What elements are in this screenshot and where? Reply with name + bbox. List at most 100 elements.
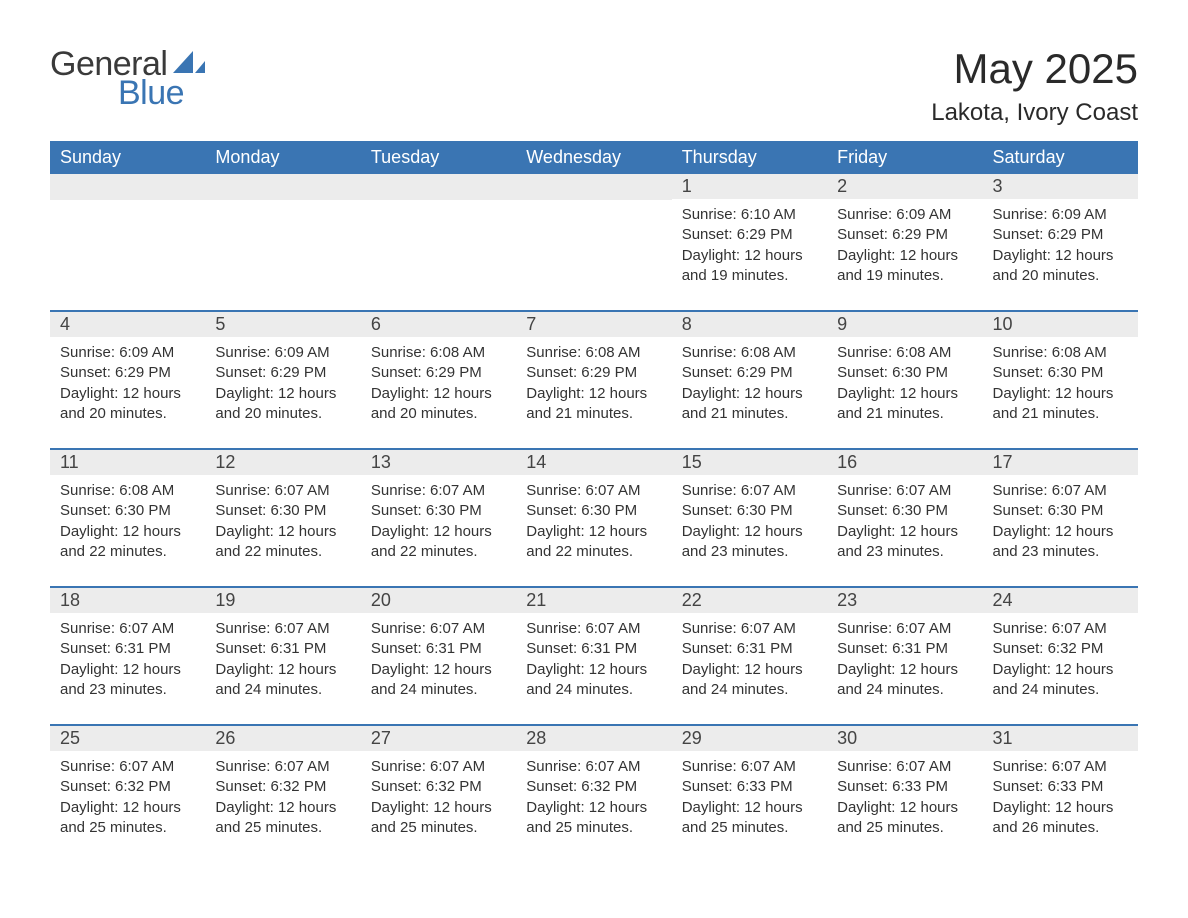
sunset-line: Sunset: 6:29 PM bbox=[215, 363, 350, 383]
day-cell: 29Sunrise: 6:07 AMSunset: 6:33 PMDayligh… bbox=[672, 726, 827, 846]
sunset-line: Sunset: 6:30 PM bbox=[993, 501, 1128, 521]
day-number: 11 bbox=[50, 450, 205, 475]
day-cell: 24Sunrise: 6:07 AMSunset: 6:32 PMDayligh… bbox=[983, 588, 1138, 708]
day-body: Sunrise: 6:07 AMSunset: 6:31 PMDaylight:… bbox=[50, 613, 205, 700]
brand-logo: General Blue bbox=[50, 45, 207, 113]
daylight-line: Daylight: 12 hours and 22 minutes. bbox=[371, 522, 506, 563]
sunrise-line: Sunrise: 6:08 AM bbox=[837, 343, 972, 363]
day-cell: 14Sunrise: 6:07 AMSunset: 6:30 PMDayligh… bbox=[516, 450, 671, 570]
day-number: 26 bbox=[205, 726, 360, 751]
sunrise-line: Sunrise: 6:07 AM bbox=[371, 757, 506, 777]
sunrise-line: Sunrise: 6:07 AM bbox=[993, 757, 1128, 777]
day-cell: 2Sunrise: 6:09 AMSunset: 6:29 PMDaylight… bbox=[827, 174, 982, 294]
day-body: Sunrise: 6:07 AMSunset: 6:30 PMDaylight:… bbox=[516, 475, 671, 562]
day-cell: 26Sunrise: 6:07 AMSunset: 6:32 PMDayligh… bbox=[205, 726, 360, 846]
day-number: 28 bbox=[516, 726, 671, 751]
sunrise-line: Sunrise: 6:08 AM bbox=[993, 343, 1128, 363]
daylight-line: Daylight: 12 hours and 20 minutes. bbox=[215, 384, 350, 425]
day-cell: 5Sunrise: 6:09 AMSunset: 6:29 PMDaylight… bbox=[205, 312, 360, 432]
day-cell: 18Sunrise: 6:07 AMSunset: 6:31 PMDayligh… bbox=[50, 588, 205, 708]
sunrise-line: Sunrise: 6:09 AM bbox=[60, 343, 195, 363]
day-cell: 1 Sunrise: 6:10 AMSunset: 6:29 PMDaylight… bbox=[672, 174, 827, 294]
day-body: Sunrise: 6:08 AMSunset: 6:30 PMDaylight:… bbox=[827, 337, 982, 424]
day-number: 3 bbox=[983, 174, 1138, 199]
day-body: Sunrise: 6:08 AMSunset: 6:29 PMDaylight:… bbox=[361, 337, 516, 424]
day-cell: 9Sunrise: 6:08 AMSunset: 6:30 PMDaylight… bbox=[827, 312, 982, 432]
daylight-line: Daylight: 12 hours and 20 minutes. bbox=[371, 384, 506, 425]
sunset-line: Sunset: 6:32 PM bbox=[526, 777, 661, 797]
daylight-line: Daylight: 12 hours and 24 minutes. bbox=[215, 660, 350, 701]
daylight-line: Daylight: 12 hours and 19 minutes. bbox=[682, 246, 817, 287]
sunrise-line: Sunrise: 6:07 AM bbox=[993, 481, 1128, 501]
dow-cell: Saturday bbox=[983, 141, 1138, 174]
day-number: 7 bbox=[516, 312, 671, 337]
day-number: 6 bbox=[361, 312, 516, 337]
day-body: Sunrise: 6:07 AMSunset: 6:33 PMDaylight:… bbox=[827, 751, 982, 838]
day-number: 14 bbox=[516, 450, 671, 475]
dow-cell: Thursday bbox=[672, 141, 827, 174]
sunrise-line: Sunrise: 6:08 AM bbox=[60, 481, 195, 501]
day-cell: 31Sunrise: 6:07 AMSunset: 6:33 PMDayligh… bbox=[983, 726, 1138, 846]
day-body: Sunrise: 6:07 AMSunset: 6:30 PMDaylight:… bbox=[827, 475, 982, 562]
day-number: 9 bbox=[827, 312, 982, 337]
sunset-line: Sunset: 6:31 PM bbox=[526, 639, 661, 659]
day-body: Sunrise: 6:07 AMSunset: 6:32 PMDaylight:… bbox=[50, 751, 205, 838]
day-body: Sunrise: 6:08 AMSunset: 6:30 PMDaylight:… bbox=[983, 337, 1138, 424]
day-cell: 4Sunrise: 6:09 AMSunset: 6:29 PMDaylight… bbox=[50, 312, 205, 432]
sunset-line: Sunset: 6:29 PM bbox=[526, 363, 661, 383]
day-cell: 20Sunrise: 6:07 AMSunset: 6:31 PMDayligh… bbox=[361, 588, 516, 708]
sunrise-line: Sunrise: 6:10 AM bbox=[682, 205, 817, 225]
daylight-line: Daylight: 12 hours and 21 minutes. bbox=[837, 384, 972, 425]
day-body: Sunrise: 6:07 AMSunset: 6:32 PMDaylight:… bbox=[205, 751, 360, 838]
day-number: 5 bbox=[205, 312, 360, 337]
day-body: Sunrise: 6:08 AMSunset: 6:30 PMDaylight:… bbox=[50, 475, 205, 562]
sunrise-line: Sunrise: 6:07 AM bbox=[993, 619, 1128, 639]
sunrise-line: Sunrise: 6:09 AM bbox=[837, 205, 972, 225]
empty-day bbox=[50, 174, 205, 200]
day-number: 17 bbox=[983, 450, 1138, 475]
day-of-week-header: SundayMondayTuesdayWednesdayThursdayFrid… bbox=[50, 141, 1138, 174]
empty-day bbox=[516, 174, 671, 200]
day-number: 10 bbox=[983, 312, 1138, 337]
sunrise-line: Sunrise: 6:07 AM bbox=[837, 481, 972, 501]
daylight-line: Daylight: 12 hours and 24 minutes. bbox=[371, 660, 506, 701]
sunrise-line: Sunrise: 6:07 AM bbox=[371, 481, 506, 501]
daylight-line: Daylight: 12 hours and 25 minutes. bbox=[526, 798, 661, 839]
sunset-line: Sunset: 6:30 PM bbox=[837, 363, 972, 383]
sunset-line: Sunset: 6:30 PM bbox=[215, 501, 350, 521]
day-body: Sunrise: 6:07 AMSunset: 6:33 PMDaylight:… bbox=[672, 751, 827, 838]
day-cell bbox=[205, 174, 360, 294]
day-number: 21 bbox=[516, 588, 671, 613]
day-number: 13 bbox=[361, 450, 516, 475]
day-body: Sunrise: 6:07 AMSunset: 6:31 PMDaylight:… bbox=[205, 613, 360, 700]
page-title: May 2025 bbox=[931, 45, 1138, 93]
daylight-line: Daylight: 12 hours and 24 minutes. bbox=[993, 660, 1128, 701]
day-cell: 21Sunrise: 6:07 AMSunset: 6:31 PMDayligh… bbox=[516, 588, 671, 708]
day-cell: 7 Sunrise: 6:08 AMSunset: 6:29 PMDaylight… bbox=[516, 312, 671, 432]
dow-cell: Monday bbox=[205, 141, 360, 174]
day-body: Sunrise: 6:09 AMSunset: 6:29 PMDaylight:… bbox=[205, 337, 360, 424]
sunset-line: Sunset: 6:30 PM bbox=[993, 363, 1128, 383]
sunrise-line: Sunrise: 6:07 AM bbox=[526, 757, 661, 777]
sunrise-line: Sunrise: 6:09 AM bbox=[215, 343, 350, 363]
day-cell: 27Sunrise: 6:07 AMSunset: 6:32 PMDayligh… bbox=[361, 726, 516, 846]
sunrise-line: Sunrise: 6:08 AM bbox=[526, 343, 661, 363]
sunset-line: Sunset: 6:33 PM bbox=[682, 777, 817, 797]
day-number: 30 bbox=[827, 726, 982, 751]
day-cell: 12Sunrise: 6:07 AMSunset: 6:30 PMDayligh… bbox=[205, 450, 360, 570]
day-cell: 22Sunrise: 6:07 AMSunset: 6:31 PMDayligh… bbox=[672, 588, 827, 708]
day-number: 27 bbox=[361, 726, 516, 751]
week-row: 25Sunrise: 6:07 AMSunset: 6:32 PMDayligh… bbox=[50, 724, 1138, 846]
sunset-line: Sunset: 6:29 PM bbox=[682, 225, 817, 245]
sunset-line: Sunset: 6:32 PM bbox=[60, 777, 195, 797]
daylight-line: Daylight: 12 hours and 22 minutes. bbox=[526, 522, 661, 563]
daylight-line: Daylight: 12 hours and 26 minutes. bbox=[993, 798, 1128, 839]
daylight-line: Daylight: 12 hours and 21 minutes. bbox=[526, 384, 661, 425]
sunset-line: Sunset: 6:31 PM bbox=[371, 639, 506, 659]
day-body: Sunrise: 6:07 AMSunset: 6:31 PMDaylight:… bbox=[516, 613, 671, 700]
sunset-line: Sunset: 6:31 PM bbox=[60, 639, 195, 659]
sunset-line: Sunset: 6:29 PM bbox=[682, 363, 817, 383]
day-number: 1 bbox=[672, 174, 827, 199]
day-body: Sunrise: 6:07 AMSunset: 6:30 PMDaylight:… bbox=[672, 475, 827, 562]
day-cell: 17Sunrise: 6:07 AMSunset: 6:30 PMDayligh… bbox=[983, 450, 1138, 570]
